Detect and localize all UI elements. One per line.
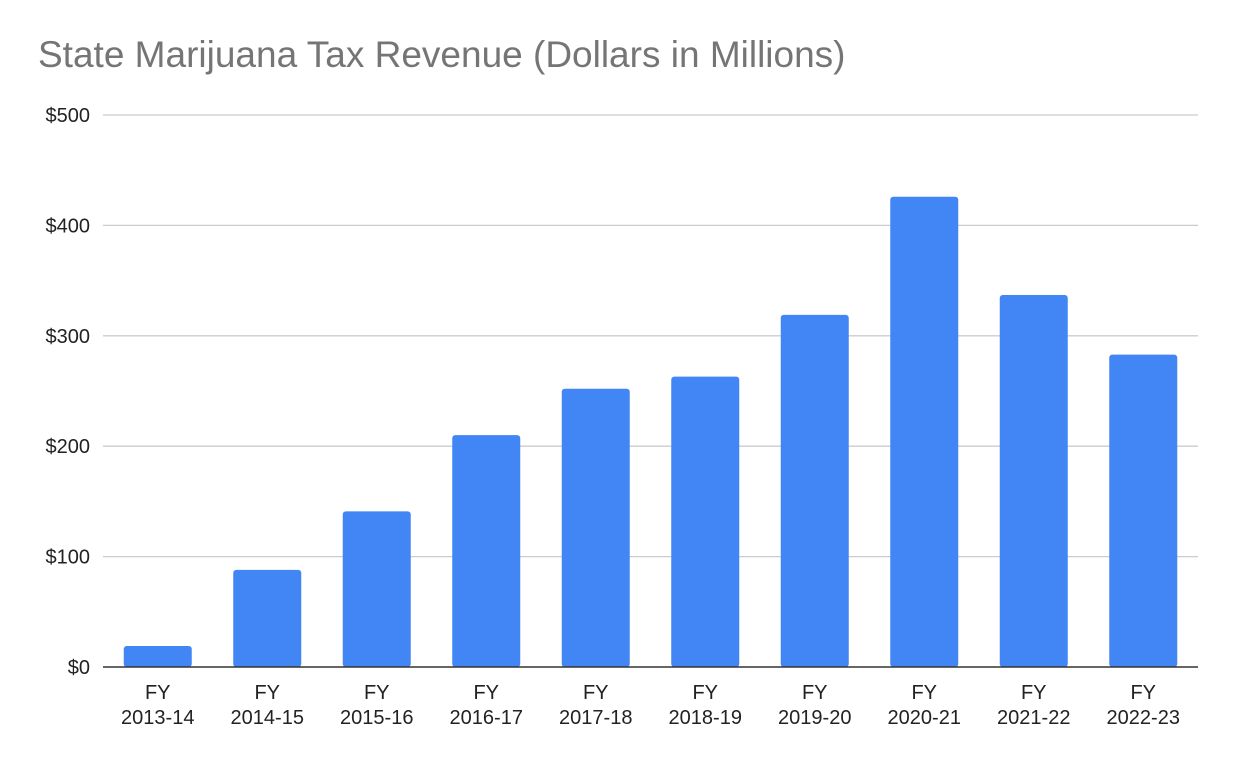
bar bbox=[123, 646, 192, 667]
y-axis-ticks: $0 $100 $200 $300 $400 $500 bbox=[46, 105, 91, 679]
chart-title: State Marijuana Tax Revenue (Dollars in … bbox=[38, 34, 846, 75]
bar bbox=[561, 388, 630, 667]
y-tick-label: $0 bbox=[68, 657, 90, 679]
x-tick-label: FY 2019-20 bbox=[778, 682, 851, 729]
x-tick-label: FY 2016-17 bbox=[450, 682, 523, 729]
y-tick-label: $500 bbox=[46, 105, 91, 127]
x-tick-label: FY 2020-21 bbox=[888, 682, 961, 729]
x-tick-label: FY 2015-16 bbox=[340, 682, 413, 729]
x-tick-label: FY 2021-22 bbox=[997, 682, 1070, 729]
x-axis-ticks: FY 2013-14 FY 2014-15 FY 2015-16 FY 2016-17 FY 20… bbox=[121, 682, 1180, 729]
bar bbox=[342, 511, 411, 667]
x-tick-label: FY 2018-19 bbox=[669, 682, 742, 729]
bar bbox=[999, 294, 1068, 667]
x-tick-label: FY 2022-23 bbox=[1107, 682, 1180, 729]
y-tick-label: $300 bbox=[46, 326, 91, 348]
bar bbox=[1109, 354, 1178, 667]
bar bbox=[780, 314, 849, 667]
x-tick-label: FY 2014-15 bbox=[231, 682, 304, 729]
y-tick-label: $200 bbox=[46, 436, 91, 458]
y-tick-label: $400 bbox=[46, 215, 91, 237]
bar bbox=[452, 435, 521, 667]
x-tick-label: FY 2013-14 bbox=[121, 682, 194, 729]
x-tick-label: FY 2017-18 bbox=[559, 682, 632, 729]
y-tick-label: $100 bbox=[46, 547, 91, 569]
bar bbox=[890, 196, 959, 668]
bar bbox=[233, 569, 302, 667]
bar bbox=[671, 376, 740, 667]
bars bbox=[123, 196, 1178, 668]
